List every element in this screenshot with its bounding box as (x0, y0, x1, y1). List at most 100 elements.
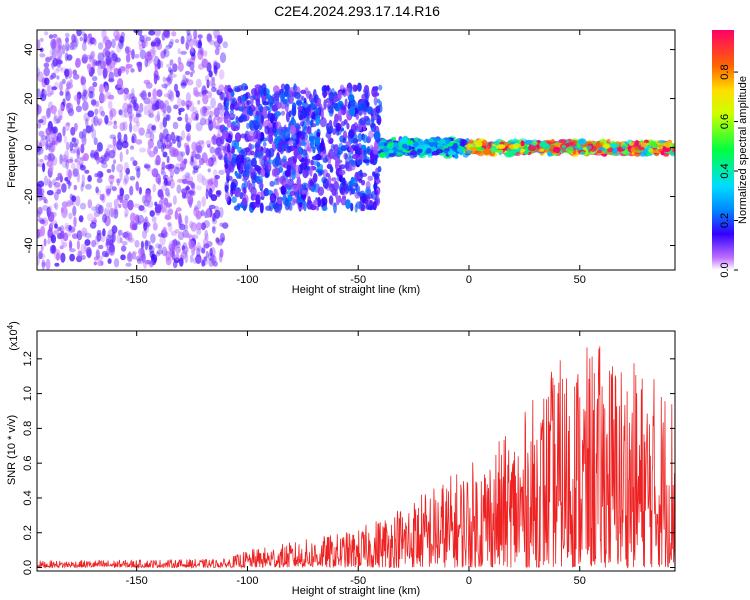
spectrogram-cell (102, 228, 106, 237)
spectrogram-cell (186, 30, 191, 36)
spectrogram-cell (97, 42, 104, 50)
spectrogram-cell (418, 139, 425, 146)
spectrogram-cell (61, 154, 68, 162)
spectrogram-cell (43, 67, 50, 77)
spectrogram-cell (285, 111, 290, 123)
spectrogram-cell (272, 203, 278, 210)
spectrogram-cell (208, 204, 216, 210)
spectrogram-cell (144, 57, 149, 68)
spectrogram-cell (139, 147, 146, 153)
spectrogram-cell (79, 202, 87, 210)
spectrogram-cell (243, 187, 247, 195)
spectrogram-cell (226, 152, 232, 162)
spectrogram-cell (201, 175, 206, 181)
spectrogram-cell (77, 250, 83, 261)
spectrogram-cell (197, 34, 203, 39)
spectrogram-cell (62, 126, 66, 137)
spectrogram-cell (230, 157, 237, 168)
spectrogram-cell (301, 101, 308, 108)
spectrogram-cell (155, 251, 161, 257)
spectrogram-cell (465, 150, 473, 154)
spectrogram-cell (356, 123, 363, 132)
spectrogram-cell (291, 169, 296, 180)
spectrogram-cell (126, 252, 133, 263)
spectrogram-cell (206, 80, 213, 87)
spectrogram-cell (201, 178, 209, 186)
spectrogram-cell (301, 95, 305, 101)
spectrogram-cell (241, 197, 247, 206)
spectrogram-cell (127, 50, 132, 56)
spectrogram-cell (148, 245, 153, 250)
spectrogram-cell (280, 129, 285, 138)
spectrogram-cell (53, 113, 57, 121)
spectrogram-cell (443, 149, 449, 154)
spectrogram-cell (260, 114, 264, 124)
spectrogram-cell (149, 48, 156, 54)
spectrogram-cell (369, 200, 373, 210)
spectrogram-cell (295, 126, 299, 133)
spectrogram-cell (61, 44, 66, 55)
spectrogram-cell (262, 106, 267, 118)
spectrogram-cell (80, 163, 84, 169)
spectrogram-cell (284, 91, 288, 97)
spectrogram-cell (45, 140, 49, 151)
spectrogram-cell (149, 48, 155, 58)
spectrogram-cell (373, 130, 381, 141)
spectrogram-cell (137, 214, 144, 224)
spectrogram-cell (164, 82, 168, 90)
spectrogram-cell (169, 59, 174, 66)
spectrogram-cell (353, 122, 359, 131)
spectrogram-cell (284, 169, 291, 177)
spectrogram-cell (158, 199, 164, 206)
spectrogram-cell (129, 212, 136, 223)
spectrogram-cell (568, 141, 574, 146)
spectrogram-cell (301, 128, 305, 139)
spectrogram-cell (373, 96, 378, 106)
spectrogram-cell (133, 116, 140, 124)
spectrogram-cell (37, 104, 42, 115)
spectrogram-cell (46, 160, 54, 167)
spectrogram-cell (123, 174, 129, 184)
spectrogram-cell (178, 109, 182, 116)
spectrogram-cell (90, 50, 96, 59)
spectrogram-cell (213, 65, 218, 75)
spectrogram-cell (134, 240, 140, 248)
spectrogram-cell (296, 176, 302, 188)
spectrogram-cell (135, 113, 142, 118)
spectrogram-cell (362, 134, 368, 143)
spectrogram-cell (91, 67, 96, 75)
spectrogram-cell (210, 194, 218, 202)
spectrogram-cell (210, 246, 216, 258)
spectrogram-cell (38, 250, 43, 260)
spectrogram-cell (220, 114, 224, 120)
spectrogram-cell (189, 160, 196, 166)
spectrogram-cell (165, 133, 172, 143)
spectrogram-cell (596, 149, 602, 154)
spectrogram-cell (174, 210, 179, 220)
spectrogram-cell (308, 136, 315, 141)
y-tick-label: 0.2 (22, 525, 34, 540)
x-tick-label: -100 (236, 274, 258, 286)
snr-panel: -150 -100 -50 0 50 0.0 0.2 0.4 0.6 0.8 1.0 1.2 Hei… (6, 321, 676, 597)
spectrogram-cell (107, 144, 114, 149)
spectrogram-cell (117, 131, 122, 142)
spectrogram-cell (139, 35, 145, 43)
spectrogram-cell (196, 222, 203, 231)
spectrogram-cell (341, 106, 347, 111)
spectrogram-cell (326, 126, 332, 133)
spectrogram-cell (142, 229, 147, 239)
spectrogram-cell (150, 233, 156, 244)
spectrogram-cell (193, 243, 197, 251)
spectrogram-cell (457, 148, 463, 153)
spectrogram-cell (289, 190, 295, 197)
spectrogram-cell (357, 82, 362, 92)
spectrogram-cell (122, 178, 128, 186)
spectrogram-cell (301, 189, 306, 195)
spectrogram-cell (192, 36, 198, 43)
spectrogram-cell (366, 106, 374, 115)
spectrogram-cell (201, 259, 206, 267)
spectrogram-cell (222, 41, 228, 49)
spectrogram-cell (184, 70, 191, 76)
spectrogram-cell (100, 60, 106, 70)
